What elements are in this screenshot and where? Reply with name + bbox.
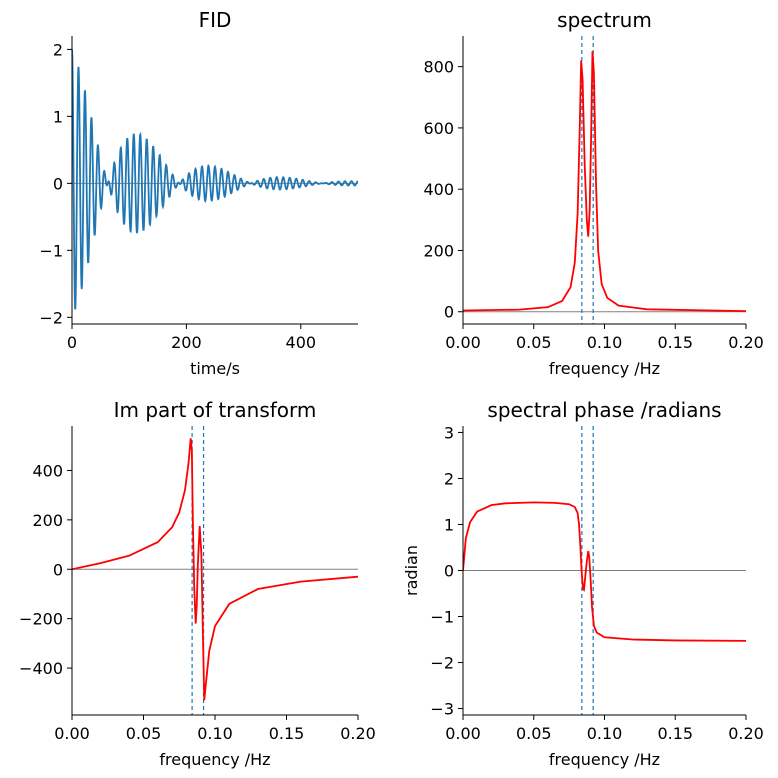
y-tick-label: 200 xyxy=(423,241,454,260)
y-tick-label: −400 xyxy=(19,659,63,678)
x-tick-label: 0.00 xyxy=(445,333,481,352)
x-tick-label: 0 xyxy=(67,333,77,352)
x-axis-label: frequency /Hz xyxy=(549,359,660,378)
x-tick-label: 0.10 xyxy=(587,724,623,743)
y-tick-label: 800 xyxy=(423,58,454,77)
x-tick-label: 0.15 xyxy=(269,724,305,743)
x-tick-label: 0.15 xyxy=(657,724,693,743)
y-tick-label: 200 xyxy=(32,511,63,530)
x-tick-label: 0.15 xyxy=(657,333,693,352)
y-tick-label: −1 xyxy=(39,241,63,260)
y-tick-label: 2 xyxy=(53,40,63,59)
y-tick-label: 0 xyxy=(444,303,454,322)
x-tick-label: 0.05 xyxy=(516,724,552,743)
series-line xyxy=(72,438,358,701)
chart-title: FID xyxy=(199,8,232,32)
chart-title: spectral phase /radians xyxy=(487,398,721,422)
y-tick-label: 0 xyxy=(53,174,63,193)
x-axis-label: frequency /Hz xyxy=(549,750,660,769)
x-tick-label: 0.10 xyxy=(197,724,233,743)
x-tick-label: 0.00 xyxy=(54,724,90,743)
series-line xyxy=(72,49,358,310)
y-tick-label: 600 xyxy=(423,119,454,138)
x-tick-label: 0.20 xyxy=(728,333,764,352)
x-tick-label: 0.00 xyxy=(445,724,481,743)
y-tick-label: 2 xyxy=(444,469,454,488)
y-tick-label: −2 xyxy=(39,308,63,327)
y-tick-label: −200 xyxy=(19,610,63,629)
chart-panel-2: spectrum 0.00 0.05 0.10 0.15 0.20 0 200 400 600 80… xyxy=(423,8,763,378)
y-tick-label: 1 xyxy=(53,107,63,126)
y-axis-label: radian xyxy=(402,545,421,596)
series-line xyxy=(463,501,746,642)
y-tick-label: −2 xyxy=(430,654,454,673)
x-tick-label: 0.20 xyxy=(340,724,376,743)
chart-panel-1: FID 0 200 400 −2 −1 0 1 2 time/s xyxy=(39,8,358,378)
chart-panel-4: spectral phase /radians 0.00 0.05 0.10 0.15 0… xyxy=(402,398,764,769)
x-tick-label: 0.05 xyxy=(126,724,162,743)
y-tick-label: 400 xyxy=(423,180,454,199)
chart-title: spectrum xyxy=(557,8,652,32)
y-tick-label: 0 xyxy=(53,560,63,579)
x-tick-label: 400 xyxy=(286,333,317,352)
y-tick-label: 1 xyxy=(444,515,454,534)
x-axis-label: frequency /Hz xyxy=(159,750,270,769)
y-tick-label: −3 xyxy=(430,700,454,719)
x-tick-label: 0.20 xyxy=(728,724,764,743)
y-tick-label: 3 xyxy=(444,423,454,442)
chart-title: Im part of transform xyxy=(114,398,317,422)
y-tick-label: 400 xyxy=(32,461,63,480)
x-tick-label: 0.05 xyxy=(516,333,552,352)
x-tick-label: 200 xyxy=(171,333,202,352)
series-line xyxy=(463,51,746,313)
x-axis-label: time/s xyxy=(190,359,240,378)
x-tick-label: 0.10 xyxy=(587,333,623,352)
y-tick-label: −1 xyxy=(430,608,454,627)
chart-panel-3: Im part of transform 0.00 0.05 0.10 0.15 0.20… xyxy=(19,398,376,769)
y-tick-label: 0 xyxy=(444,562,454,581)
